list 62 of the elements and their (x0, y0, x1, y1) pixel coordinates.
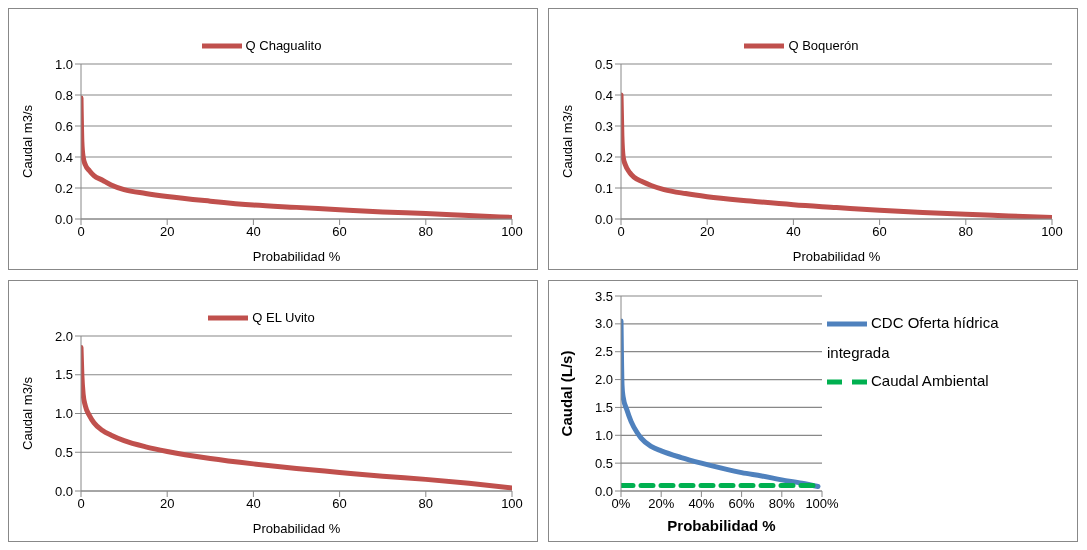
x-tick-label: 60% (728, 496, 756, 512)
x-tick-label: 100 (501, 224, 523, 240)
x-tick-label: 60 (332, 224, 347, 240)
x-tick-label: 60 (332, 496, 347, 512)
x-tick-label: 100% (805, 496, 840, 512)
y-tick-label: 0.0 (54, 483, 73, 499)
x-tick-label: 0% (611, 496, 631, 512)
x-tick-label: 80 (418, 224, 434, 240)
y-tick-label: 2.5 (594, 344, 613, 360)
y-tick-label: 3.0 (594, 316, 613, 332)
y-tick-label: 2.0 (594, 372, 613, 388)
x-tick-label: 100 (501, 496, 523, 512)
x-axis-title: Probabilidad % (252, 249, 341, 264)
y-tick-label: 0.2 (594, 149, 613, 165)
x-tick-label: 40 (786, 224, 801, 240)
y-tick-label: 0.3 (594, 118, 613, 134)
y-tick-label: 0.5 (54, 444, 73, 460)
x-tick-label: 20 (699, 224, 715, 240)
x-tick-label: 20% (648, 496, 675, 512)
y-axis-title: Caudal m3/s (559, 104, 575, 178)
x-axis-title: Probabilidad % (792, 249, 881, 264)
y-tick-label: 0.0 (594, 211, 613, 227)
x-tick-label: 40% (688, 496, 715, 512)
y-axis-title: Caudal m3/s (19, 376, 35, 450)
x-tick-label: 80 (418, 496, 434, 512)
legend-label: Caudal Ambiental (871, 372, 989, 390)
x-tick-label: 20 (159, 496, 175, 512)
y-tick-label: 1.0 (54, 56, 73, 72)
y-axis-title: Caudal m3/s (19, 104, 35, 178)
x-tick-label: 60 (872, 224, 887, 240)
y-tick-label: 1.0 (594, 427, 613, 443)
y-tick-label: 0.6 (54, 118, 73, 134)
y-tick-label: 1.5 (54, 367, 73, 383)
x-tick-label: 40 (246, 224, 261, 240)
y-tick-label: 1.0 (54, 406, 73, 422)
x-tick-label: 20 (159, 224, 175, 240)
y-tick-label: 3.5 (594, 288, 613, 304)
y-tick-label: 0.1 (594, 180, 613, 196)
y-tick-label: 0.0 (54, 211, 73, 227)
y-tick-label: 1.5 (594, 400, 613, 416)
x-tick-label: 80% (768, 496, 796, 512)
y-tick-label: 0.4 (54, 149, 73, 165)
y-tick-label: 0.4 (594, 87, 613, 103)
legend-label: Q Boquerón (788, 38, 859, 54)
y-tick-label: 0.2 (54, 180, 73, 196)
x-tick-label: 0 (617, 224, 625, 240)
x-axis-title: Probabilidad % (252, 521, 341, 536)
y-axis-title: Caudal (L/s) (558, 350, 576, 437)
y-tick-label: 0.5 (594, 455, 613, 471)
y-tick-label: 0.5 (594, 56, 613, 72)
y-tick-label: 2.0 (54, 328, 73, 344)
legend-label: Q Chagualito (245, 38, 322, 54)
legend-label: CDC Oferta hídrica integrada (827, 314, 999, 361)
x-tick-label: 100 (1041, 224, 1063, 240)
x-axis-title: Probabilidad % (667, 517, 776, 534)
x-tick-label: 80 (958, 224, 974, 240)
x-tick-label: 40 (246, 496, 261, 512)
x-tick-label: 0 (77, 496, 85, 512)
y-tick-label: 0.8 (54, 87, 73, 103)
legend-label: Q EL Uvito (252, 310, 315, 326)
x-tick-label: 0 (77, 224, 85, 240)
y-tick-label: 0.0 (594, 483, 613, 499)
